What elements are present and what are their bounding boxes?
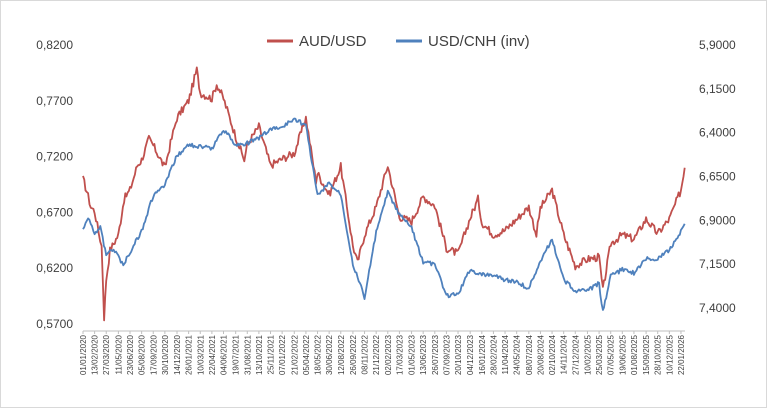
x-axis-tick-label: 20/10/2023 — [454, 334, 463, 375]
x-axis-tick-label: 18/05/2022 — [314, 334, 323, 375]
x-axis-tick-label: 15/09/2025 — [642, 334, 651, 375]
x-axis-tick-label: 08/11/2022 — [361, 334, 370, 374]
x-axis-tick-label: 02/10/2024 — [548, 334, 557, 375]
x-axis-tick-label: 25/03/2025 — [595, 334, 604, 375]
x-axis-tick-label: 10/12/2025 — [665, 334, 674, 375]
x-axis-tick-label: 01/01/2020 — [79, 334, 88, 375]
x-axis-tick-label: 25/11/2021 — [267, 334, 276, 374]
x-axis-tick-label: 07/01/2022 — [278, 334, 287, 375]
x-axis-tick-label: 05/04/2022 — [302, 334, 311, 375]
x-axis-tick-label: 19/06/2025 — [618, 334, 627, 375]
x-axis: 01/01/2020 13/02/2020 27/03/2020 11/05/2020… — [79, 330, 686, 375]
x-axis-tick-label: 13/02/2020 — [91, 334, 100, 375]
legend: AUD/USD USD/CNH (inv) — [267, 33, 530, 50]
x-axis-tick-label: 27/03/2020 — [102, 334, 111, 375]
left-axis-tick-label: 0,7200 — [36, 150, 73, 164]
x-axis-tick-label: 17/03/2023 — [395, 334, 404, 375]
x-axis-tick-label: 02/02/2023 — [384, 334, 393, 375]
x-axis-tick-label: 24/05/2024 — [513, 334, 522, 375]
right-axis-tick-label: 6,4000 — [699, 126, 736, 140]
right-axis-tick-label: 6,9000 — [699, 213, 736, 227]
x-axis-tick-label: 17/09/2020 — [149, 334, 158, 375]
x-axis-tick-label: 14/11/2024 — [560, 334, 569, 374]
right-axis-tick-label: 5,9000 — [699, 38, 736, 52]
x-axis-tick-label: 22/01/2026 — [677, 334, 686, 375]
right-axis-tick-label: 6,6500 — [699, 170, 736, 184]
x-axis-tick-label: 28/02/2024 — [489, 334, 498, 375]
x-axis-tick-label: 20/08/2024 — [536, 334, 545, 375]
x-axis-tick-label: 08/07/2024 — [525, 334, 534, 375]
x-axis-tick-label: 23/06/2020 — [126, 334, 135, 375]
x-axis-tick-label: 16/01/2024 — [478, 334, 487, 375]
x-axis-tick-label: 04/12/2023 — [466, 334, 475, 375]
x-axis-tick-label: 30/10/2020 — [161, 334, 170, 375]
x-axis-tick-label: 13/06/2023 — [419, 334, 428, 375]
x-axis-tick-label: 26/07/2023 — [431, 334, 440, 375]
x-axis-tick-label: 21/12/2022 — [372, 334, 381, 375]
right-axis-tick-label: 7,4000 — [699, 301, 736, 315]
x-axis-tick-label: 14/12/2020 — [173, 334, 182, 375]
right-axis-tick-label: 6,1500 — [699, 82, 736, 96]
plot-area — [82, 66, 686, 322]
left-axis-tick-label: 0,6200 — [36, 261, 73, 275]
x-axis-tick-label: 01/08/2025 — [630, 334, 639, 375]
right-axis: 5,9000 6,1500 6,4000 6,6500 6,9000 7,1500 7,40… — [699, 38, 736, 315]
left-axis-tick-label: 0,7700 — [36, 94, 73, 108]
legend-label: AUD/USD — [299, 33, 367, 50]
x-axis-tick-label: 28/10/2025 — [654, 334, 663, 375]
x-axis-tick-label: 07/05/2025 — [607, 334, 616, 375]
x-axis-tick-label: 07/09/2023 — [442, 334, 451, 375]
x-axis-tick-label: 11/04/2024 — [501, 334, 510, 374]
x-axis-tick-label: 10/03/2021 — [196, 334, 205, 375]
x-axis-tick-label: 26/09/2022 — [349, 334, 358, 375]
x-axis-tick-label: 31/08/2021 — [243, 334, 252, 375]
x-axis-tick-label: 01/05/2023 — [408, 334, 417, 375]
left-axis-tick-label: 0,8200 — [36, 38, 73, 52]
x-axis-tick-label: 12/08/2022 — [337, 334, 346, 375]
x-axis-tick-label: 22/04/2021 — [208, 334, 217, 375]
x-axis-tick-label: 04/06/2021 — [220, 334, 229, 375]
left-axis-tick-label: 0,6700 — [36, 205, 73, 219]
x-axis-tick-label: 19/07/2021 — [232, 334, 241, 375]
x-axis-tick-label: 05/08/2020 — [138, 334, 147, 375]
x-axis-tick-label: 26/01/2021 — [185, 334, 194, 375]
right-axis-tick-label: 7,1500 — [699, 257, 736, 271]
x-axis-tick-label: 11/05/2020 — [114, 334, 123, 374]
left-axis-tick-label: 0,5700 — [36, 317, 73, 331]
x-axis-tick-label: 27/12/2024 — [571, 334, 580, 375]
x-axis-tick-label: 30/06/2022 — [325, 334, 334, 375]
x-axis-tick-label: 13/10/2021 — [255, 334, 264, 375]
x-axis-tick-label: 10/02/2025 — [583, 334, 592, 375]
legend-label: USD/CNH (inv) — [428, 33, 530, 50]
series-line-audusd — [82, 66, 686, 322]
x-axis-tick-label: 21/02/2022 — [290, 334, 299, 375]
series-line-usdcnh-inv — [82, 117, 686, 311]
left-axis: 0,8200 0,7700 0,7200 0,6700 0,6200 0,5700 — [36, 38, 73, 331]
